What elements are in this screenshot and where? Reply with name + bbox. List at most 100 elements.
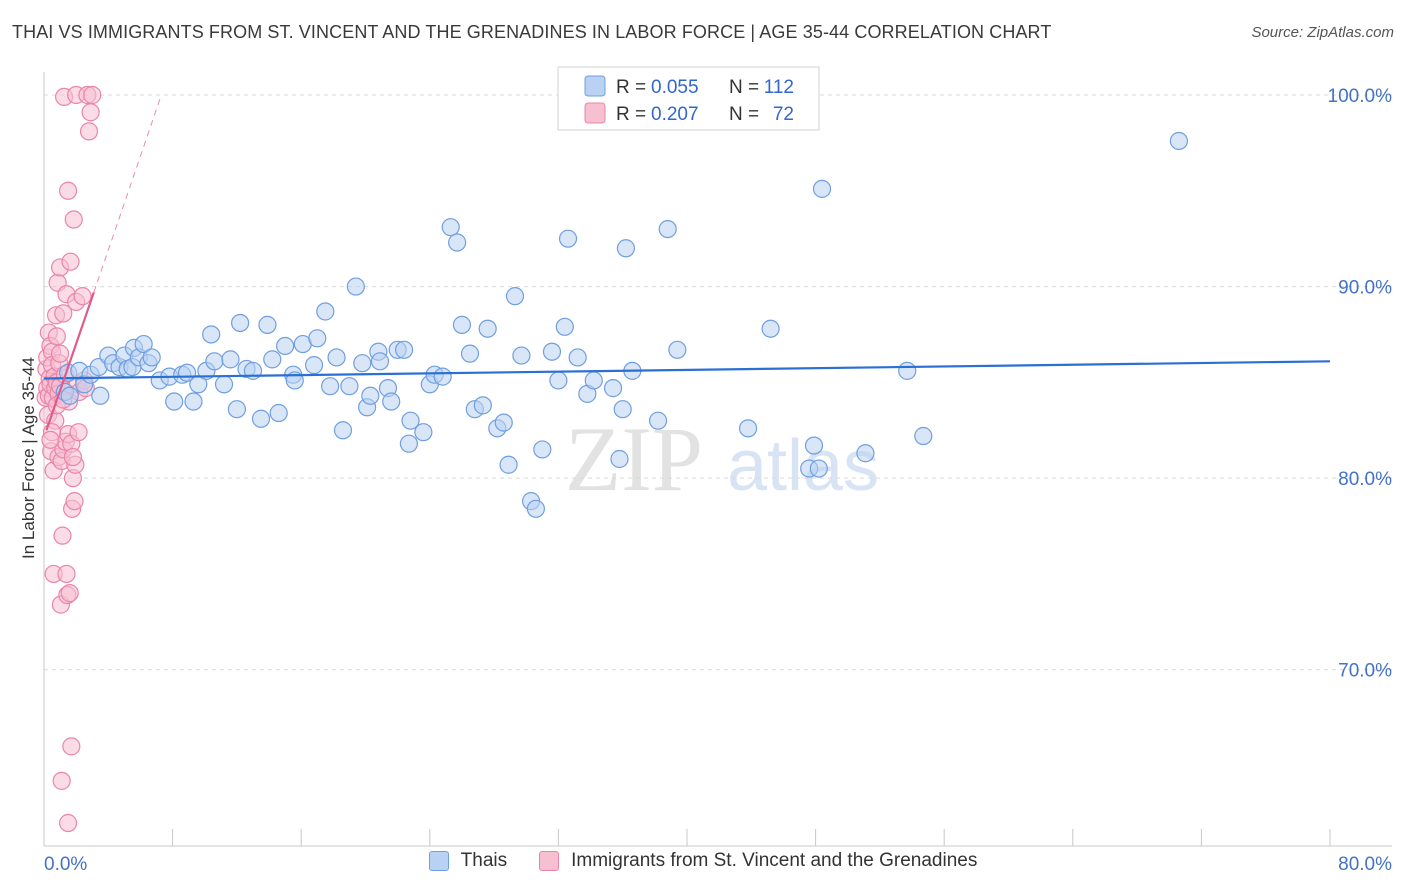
thais-point-89 bbox=[610, 449, 629, 469]
thais-point-104 bbox=[914, 426, 933, 446]
thais-point-27 bbox=[202, 325, 221, 344]
legend-r-label-thais: R = bbox=[616, 77, 646, 98]
thais-point-65 bbox=[433, 367, 452, 386]
thais-point-50 bbox=[346, 277, 365, 296]
legend-r-label-svg: R = bbox=[616, 104, 646, 125]
thais-point-31 bbox=[227, 400, 246, 419]
watermark-zip: ZIP bbox=[565, 408, 703, 510]
bottom-legend-label-svg: Immigrants from St. Vincent and the Gren… bbox=[571, 850, 978, 871]
thais-point-16 bbox=[134, 334, 153, 354]
trend-lines bbox=[43, 94, 1331, 431]
stats-legend: R = 0.055 N = 112 R = 0.207 N = 72 bbox=[557, 66, 820, 131]
bottom-legend-swatch-svg bbox=[539, 851, 560, 871]
series-svg-points bbox=[36, 85, 102, 833]
legend-swatch-svg bbox=[584, 102, 606, 124]
thais-point-57 bbox=[382, 392, 401, 411]
axes bbox=[43, 72, 1392, 847]
thais-point-84 bbox=[558, 229, 578, 248]
thais-point-51 bbox=[353, 354, 372, 373]
bottom-legend-item-svg[interactable]: Immigrants from St. Vincent and the Gren… bbox=[539, 850, 977, 872]
thais-point-99 bbox=[804, 436, 824, 455]
thais-point-18 bbox=[142, 348, 161, 367]
svg-trend-line bbox=[45, 291, 95, 431]
thais-point-71 bbox=[473, 396, 492, 415]
thais-point-103 bbox=[898, 361, 917, 380]
thais-point-7 bbox=[91, 386, 110, 405]
thais-point-100 bbox=[809, 459, 828, 478]
y-tick-label-1: 90.0% bbox=[1338, 278, 1392, 299]
legend-n-label-thais: N = bbox=[729, 77, 759, 98]
y-tick-labels: 100.0% 90.0% 80.0% 70.0% bbox=[1328, 86, 1393, 682]
thais-point-35 bbox=[251, 409, 271, 428]
legend-r-value-thais: 0.055 bbox=[651, 77, 699, 98]
thais-point-74 bbox=[494, 413, 513, 432]
thais-point-72 bbox=[478, 319, 497, 338]
thais-point-61 bbox=[401, 411, 420, 430]
thais-point-94 bbox=[658, 219, 677, 239]
thais-point-49 bbox=[340, 377, 359, 396]
thais-trend-line bbox=[43, 360, 1331, 380]
chart-title: THAI VS IMMIGRANTS FROM ST. VINCENT AND … bbox=[12, 22, 1052, 42]
source-credit: Source: ZipAtlas.com bbox=[1251, 24, 1394, 41]
y-tick-label-2: 80.0% bbox=[1338, 469, 1392, 490]
legend-n-value-thais: 112 bbox=[764, 77, 794, 98]
thais-point-81 bbox=[542, 342, 562, 361]
thais-point-60 bbox=[399, 434, 419, 453]
series-thais-points bbox=[55, 131, 1188, 518]
x-tick-label-max: 80.0% bbox=[1338, 854, 1392, 875]
thais-point-48 bbox=[333, 421, 353, 440]
thais-point-68 bbox=[452, 315, 472, 334]
bottom-legend: Thais Immigrants from St. Vincent and th… bbox=[0, 850, 1406, 872]
thais-point-93 bbox=[648, 411, 668, 430]
thais-point-105 bbox=[1169, 131, 1188, 151]
thais-point-75 bbox=[499, 455, 518, 474]
thais-point-80 bbox=[533, 440, 552, 459]
thais-point-102 bbox=[856, 444, 875, 463]
thais-point-91 bbox=[616, 239, 636, 258]
thais-point-30 bbox=[221, 350, 240, 369]
thais-point-90 bbox=[613, 400, 632, 419]
thais-point-43 bbox=[304, 356, 324, 375]
thais-point-45 bbox=[316, 302, 335, 321]
thais-point-29 bbox=[214, 375, 234, 394]
thais-point-28 bbox=[205, 352, 224, 371]
x-tick-label-min: 0.0% bbox=[44, 854, 87, 875]
thais-point-76 bbox=[505, 287, 525, 306]
thais-point-97 bbox=[761, 319, 780, 338]
thais-point-24 bbox=[184, 392, 203, 411]
thais-point-88 bbox=[603, 379, 623, 398]
thais-point-101 bbox=[812, 179, 832, 198]
thais-point-2 bbox=[60, 386, 79, 405]
thais-point-82 bbox=[549, 371, 568, 390]
thais-point-66 bbox=[441, 218, 460, 237]
thais-point-96 bbox=[738, 419, 758, 438]
thais-point-62 bbox=[414, 423, 433, 442]
x-ticks bbox=[43, 829, 1331, 846]
thais-point-83 bbox=[555, 317, 574, 336]
thais-point-69 bbox=[460, 344, 480, 363]
y-tick-label-3: 70.0% bbox=[1338, 661, 1392, 682]
thais-point-39 bbox=[276, 336, 295, 356]
legend-r-value-svg: 0.207 bbox=[651, 104, 699, 125]
svg-trend-extension bbox=[93, 94, 162, 293]
legend-swatch-thais bbox=[584, 75, 606, 97]
thais-point-37 bbox=[263, 350, 282, 369]
thais-point-44 bbox=[308, 329, 327, 348]
thais-point-21 bbox=[165, 392, 184, 411]
thais-point-46 bbox=[321, 377, 340, 396]
thais-point-79 bbox=[526, 499, 545, 518]
thais-point-55 bbox=[370, 352, 390, 371]
thais-point-32 bbox=[231, 313, 250, 333]
bottom-legend-label-thais: Thais bbox=[460, 850, 508, 871]
y-axis-label: In Labor Force | Age 35-44 bbox=[19, 357, 38, 559]
gridlines bbox=[44, 94, 1392, 671]
thais-point-47 bbox=[327, 348, 346, 367]
thais-point-95 bbox=[668, 340, 687, 359]
legend-n-value-svg: 72 bbox=[773, 104, 794, 125]
thais-point-53 bbox=[361, 386, 380, 405]
thais-point-67 bbox=[448, 233, 467, 252]
bottom-legend-item-thais[interactable]: Thais bbox=[428, 850, 508, 872]
y-tick-label-0: 100.0% bbox=[1328, 86, 1393, 107]
thais-point-77 bbox=[512, 346, 531, 365]
